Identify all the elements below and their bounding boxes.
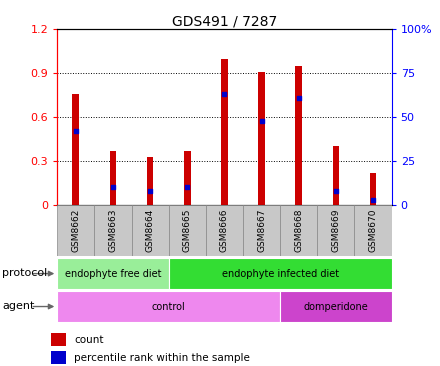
Bar (110, 151, 116, 205)
Text: endophyte free diet: endophyte free diet (65, 269, 161, 279)
Point (184, 184, 191, 190)
Bar (169, 258, 392, 289)
Bar (221, 59, 228, 205)
Title: GDS491 / 7287: GDS491 / 7287 (172, 14, 277, 28)
Bar (295, 66, 302, 205)
Text: GSM8664: GSM8664 (146, 209, 154, 252)
Bar (317, 205, 355, 256)
Text: GSM8667: GSM8667 (257, 209, 266, 252)
Bar (147, 157, 154, 205)
Text: GSM8670: GSM8670 (369, 209, 378, 252)
Bar (280, 205, 317, 256)
Bar (57, 205, 94, 256)
Bar (57, 291, 280, 322)
Text: domperidone: domperidone (304, 302, 368, 311)
Bar (280, 291, 392, 322)
Text: GSM8665: GSM8665 (183, 209, 192, 252)
Bar (370, 173, 376, 205)
Bar (132, 205, 169, 256)
Text: GSM8663: GSM8663 (108, 209, 117, 252)
Bar (73, 94, 79, 205)
Point (110, 184, 117, 190)
Text: percentile rank within the sample: percentile rank within the sample (74, 353, 250, 363)
Text: GSM8662: GSM8662 (71, 209, 80, 252)
Point (258, 118, 265, 124)
Text: GSM8669: GSM8669 (331, 209, 341, 252)
Text: endophyte infected diet: endophyte infected diet (222, 269, 339, 279)
Text: GSM8668: GSM8668 (294, 209, 303, 252)
Text: agent: agent (2, 300, 35, 311)
Bar (51, 333, 66, 346)
Point (295, 95, 302, 101)
Bar (258, 72, 265, 205)
Point (370, 197, 377, 203)
Bar (206, 205, 243, 256)
Point (221, 92, 228, 97)
Bar (333, 146, 339, 205)
Text: GSM8666: GSM8666 (220, 209, 229, 252)
Text: count: count (74, 335, 103, 345)
Bar (94, 205, 132, 256)
Point (72, 128, 79, 134)
Bar (57, 258, 169, 289)
Text: protocol: protocol (2, 268, 48, 278)
Bar (184, 151, 191, 205)
Bar (243, 205, 280, 256)
Bar (355, 205, 392, 256)
Bar (51, 351, 66, 364)
Bar (169, 205, 206, 256)
Point (147, 188, 154, 194)
Text: control: control (152, 302, 186, 311)
Point (332, 188, 339, 194)
